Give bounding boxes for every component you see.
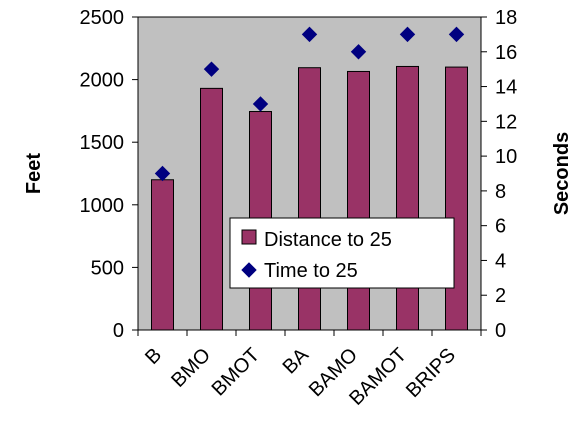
y-left-tick-label: 2000	[80, 70, 125, 92]
y-right-tick-label: 2	[495, 285, 506, 307]
y-left-tick-label: 500	[91, 257, 124, 279]
point-bmot	[252, 96, 269, 112]
y-left-tick-label: 2500	[80, 7, 125, 29]
y-right-tick-label: 14	[495, 77, 517, 99]
legend-label-distance: Distance to 25	[264, 229, 392, 251]
bar-brips	[445, 66, 468, 331]
point-brips	[448, 26, 465, 43]
y-right-tick-label: 4	[495, 250, 506, 272]
y-right-tick-label: 18	[495, 7, 517, 29]
point-ba	[301, 26, 318, 43]
bar-b	[151, 179, 174, 331]
bar-bamo	[347, 70, 370, 331]
legend-box	[229, 217, 455, 289]
y-left-tick-label: 0	[113, 320, 124, 342]
y-right-tick-label: 6	[495, 216, 506, 238]
bar-ba	[298, 67, 321, 331]
x-tick-label-brips: BRIPS	[402, 344, 460, 402]
y-right-tick-label: 8	[495, 181, 506, 203]
y-right-tick-label: 0	[495, 320, 506, 342]
y-left-tick-label: 1500	[80, 132, 125, 154]
y-axis-right-title: Seconds	[551, 132, 573, 215]
legend-swatch-distance	[241, 229, 257, 245]
y-left-tick-label: 1000	[80, 195, 125, 217]
point-bamot	[399, 26, 416, 43]
x-tick-label-b: B	[141, 344, 166, 369]
legend-label-time: Time to 25	[264, 260, 358, 282]
y-right-tick-label: 16	[495, 42, 517, 64]
bar-bamot	[396, 65, 419, 331]
legend: Distance to 25 Time to 25	[229, 217, 455, 289]
y-right-tick-label: 10	[495, 146, 517, 168]
y-axis-left-title: Feet	[23, 153, 45, 194]
point-bmo	[203, 61, 220, 77]
x-tick-label-ba: BA	[279, 344, 314, 379]
x-tick-label-bmot: BMOT	[208, 344, 264, 400]
point-b	[154, 165, 171, 182]
point-bamo	[350, 44, 367, 60]
bar-bmo	[200, 87, 223, 331]
legend-swatch-time	[241, 262, 257, 278]
y-right-tick-label: 12	[495, 111, 517, 133]
